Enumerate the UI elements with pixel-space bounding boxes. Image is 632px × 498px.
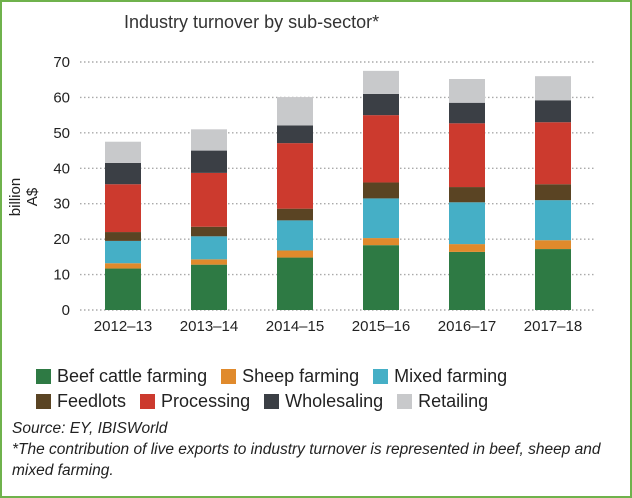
bar-2015-16-feedlots xyxy=(363,182,399,199)
bar-2012-13-mixed-farming xyxy=(105,240,141,264)
legend-swatch-retailing xyxy=(397,394,413,409)
bar-2016-17-feedlots xyxy=(449,187,485,203)
bar-2012-13-wholesaling xyxy=(105,162,141,185)
y-tick-label-30: 30 xyxy=(53,196,70,213)
bar-2012-13-sheep-farming xyxy=(105,263,141,269)
bar-2015-16-processing xyxy=(363,115,399,183)
live-exports-note: *The contribution of live exports to ind… xyxy=(12,441,601,479)
legend-label-wholesaling: Wholesaling xyxy=(285,391,384,411)
bar-2014-15-retailing xyxy=(277,97,313,126)
legend-swatch-mixed-farming xyxy=(373,369,389,384)
bar-2015-16-retailing xyxy=(363,70,399,94)
legend-swatch-beef-cattle-farming xyxy=(36,369,51,384)
x-tick-label-2012-13: 2012–13 xyxy=(94,318,152,335)
bar-2013-14-sheep-farming xyxy=(191,259,227,265)
legend-swatch-processing xyxy=(140,394,156,409)
legend-item-mixed-farming: Mixed farming xyxy=(373,366,507,387)
bar-2015-16-wholesaling xyxy=(363,93,399,116)
legend-label-retailing: Retailing xyxy=(418,391,489,411)
bar-2015-16-mixed-farming xyxy=(363,198,399,239)
y-tick-label-50: 50 xyxy=(53,125,70,142)
y-tick-label-40: 40 xyxy=(53,160,70,177)
legend-swatch-wholesaling xyxy=(264,394,280,409)
bar-2014-15-mixed-farming xyxy=(277,220,313,251)
legend-swatch-feedlots xyxy=(36,394,51,409)
footnote: Source: EY, IBISWorld *The contribution … xyxy=(12,418,618,481)
bar-2017-18-mixed-farming xyxy=(535,200,571,241)
bar-2016-17-processing xyxy=(449,123,485,188)
bar-2014-15-processing xyxy=(277,143,313,209)
legend-item-wholesaling: Wholesaling xyxy=(264,391,383,412)
y-tick-label-0: 0 xyxy=(62,302,70,319)
bar-2017-18-retailing xyxy=(535,76,571,101)
chart-plot: 0 10 20 30 40 50 60 70 2012–13 2013–14 2014–15 2015… xyxy=(53,54,596,335)
bar-2013-14-feedlots xyxy=(191,226,227,237)
x-tick-label-2017-18: 2017–18 xyxy=(524,318,582,335)
legend-label-processing: Processing xyxy=(161,391,251,411)
legend-swatch-sheep-farming xyxy=(221,369,237,384)
bar-2012-13-beef-cattle-farming xyxy=(105,268,141,310)
bar-2017-18-beef-cattle-farming xyxy=(535,249,571,310)
legend-label-feedlots: Feedlots xyxy=(57,391,127,411)
bar-2017-18-processing xyxy=(535,122,571,185)
bar-2012-13-processing xyxy=(105,184,141,233)
legend-label-beef-cattle-farming: Beef cattle farming xyxy=(57,366,208,386)
legend-label-sheep-farming: Sheep farming xyxy=(242,366,360,386)
x-tick-label-2014-15: 2014–15 xyxy=(266,318,324,335)
bar-2014-15-beef-cattle-farming xyxy=(277,257,313,310)
bar-2012-13-retailing xyxy=(105,141,141,163)
y-tick-label-10: 10 xyxy=(53,267,70,284)
y-tick-label-60: 60 xyxy=(53,89,70,106)
legend-row: Beef cattle farming Sheep farming Mixed … xyxy=(36,364,616,389)
y-tick-label-20: 20 xyxy=(53,231,70,248)
legend-item-sheep-farming: Sheep farming xyxy=(221,366,359,387)
x-tick-label-2016-17: 2016–17 xyxy=(438,318,496,335)
bar-2016-17-wholesaling xyxy=(449,102,485,124)
bar-2016-17-beef-cattle-farming xyxy=(449,251,485,310)
legend-item-processing: Processing xyxy=(140,391,250,412)
bar-2016-17-retailing xyxy=(449,79,485,103)
legend-item-feedlots: Feedlots xyxy=(36,391,126,412)
legend: Beef cattle farming Sheep farming Mixed … xyxy=(36,364,616,414)
bar-2013-14-wholesaling xyxy=(191,150,227,173)
bar-2016-17-mixed-farming xyxy=(449,202,485,245)
chart-title: Industry turnover by sub-sector* xyxy=(124,12,380,32)
bar-2015-16-beef-cattle-farming xyxy=(363,245,399,310)
bar-2012-13-feedlots xyxy=(105,232,141,241)
bar-2013-14-retailing xyxy=(191,129,227,151)
bar-2013-14-beef-cattle-farming xyxy=(191,264,227,310)
bar-2013-14-mixed-farming xyxy=(191,236,227,260)
bar-2017-18-wholesaling xyxy=(535,100,571,123)
bar-2014-15-feedlots xyxy=(277,208,313,221)
legend-label-mixed-farming: Mixed farming xyxy=(394,366,508,386)
y-tick-label-70: 70 xyxy=(53,54,70,71)
bar-2017-18-sheep-farming xyxy=(535,240,571,250)
legend-item-retailing: Retailing xyxy=(397,391,488,412)
x-tick-label-2013-14: 2013–14 xyxy=(180,318,238,335)
bar-2013-14-processing xyxy=(191,172,227,227)
legend-item-beef-cattle-farming: Beef cattle farming xyxy=(36,366,207,387)
bar-2016-17-sheep-farming xyxy=(449,244,485,252)
bar-2015-16-sheep-farming xyxy=(363,238,399,246)
bar-2017-18-feedlots xyxy=(535,184,571,201)
x-tick-label-2015-16: 2015–16 xyxy=(352,318,410,335)
bar-2014-15-sheep-farming xyxy=(277,250,313,258)
legend-row: Feedlots Processing Wholesaling Retailin… xyxy=(36,389,616,414)
bar-2014-15-wholesaling xyxy=(277,125,313,144)
source-note: Source: EY, IBISWorld xyxy=(12,420,168,437)
